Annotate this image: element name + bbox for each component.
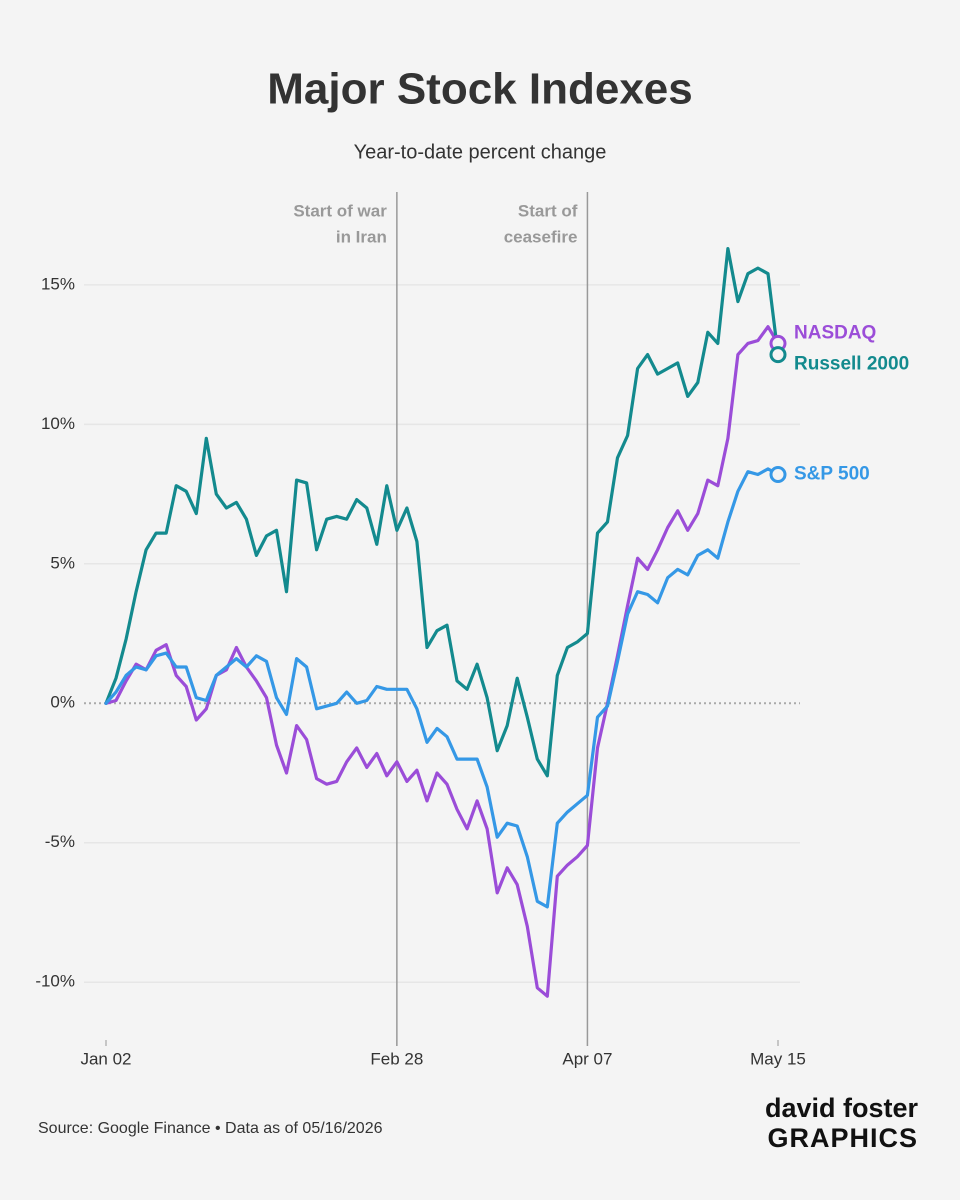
annotation-text: Start of war xyxy=(293,201,387,220)
chart-subtitle: Year-to-date percent change xyxy=(354,141,607,163)
y-tick-label: 5% xyxy=(50,553,75,572)
x-tick-label: Feb 28 xyxy=(370,1049,423,1068)
series-label: S&P 500 xyxy=(794,464,870,485)
series-line xyxy=(104,467,780,909)
y-tick-label: -10% xyxy=(35,972,75,991)
y-tick-label: 10% xyxy=(41,414,75,433)
end-marker xyxy=(769,466,787,484)
y-tick-label: -5% xyxy=(45,832,75,851)
credit-line-2: GRAPHICS xyxy=(767,1123,918,1153)
annotation-text: in Iran xyxy=(336,227,387,246)
series-label: NASDAQ xyxy=(794,322,876,343)
series-line xyxy=(104,247,780,778)
chart-title: Major Stock Indexes xyxy=(267,65,692,114)
annotation-text: Start of xyxy=(518,201,578,220)
end-marker xyxy=(769,346,787,364)
x-tick-label: May 15 xyxy=(750,1049,806,1068)
series-label: Russell 2000 xyxy=(794,354,909,375)
y-tick-label: 15% xyxy=(41,274,75,293)
annotation-text: ceasefire xyxy=(504,227,578,246)
x-tick-label: Jan 02 xyxy=(80,1049,131,1068)
credit-line-1: david foster xyxy=(765,1093,919,1123)
y-tick-label: 0% xyxy=(50,693,75,712)
x-tick-label: Apr 07 xyxy=(562,1049,612,1068)
source-note: Source: Google Finance • Data as of 05/1… xyxy=(38,1120,383,1137)
